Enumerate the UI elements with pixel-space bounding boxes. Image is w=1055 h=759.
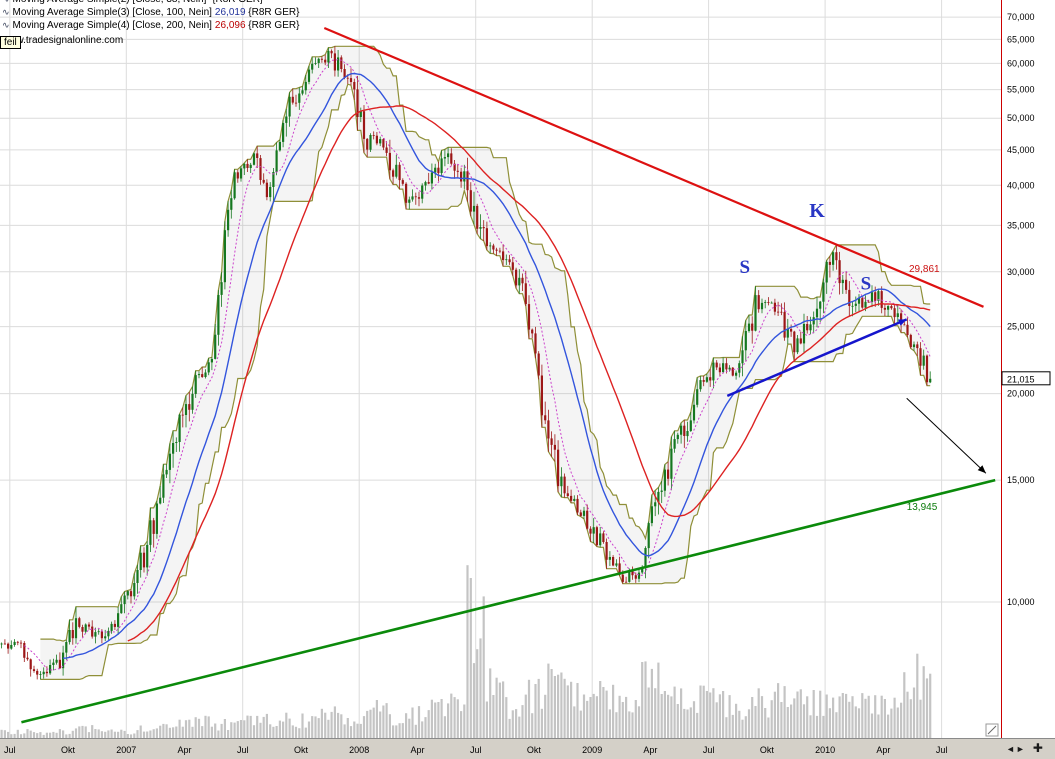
move-tool-icon[interactable]: ✚ [1032, 741, 1043, 755]
svg-text:10,000: 10,000 [1007, 597, 1035, 607]
svg-text:21,015: 21,015 [1007, 374, 1035, 384]
svg-text:65,000: 65,000 [1007, 34, 1035, 44]
ma-38-line [24, 58, 931, 671]
annotations: S K S 29,861 13,945 [740, 200, 941, 513]
svg-text:30,000: 30,000 [1007, 267, 1035, 277]
time-axis[interactable]: Jul Okt 2007 Apr Jul Okt 2008 Apr Jul Okt 2009 Apr J… [0, 738, 1055, 759]
legend-ma100-text: Moving Average Simple(3) [Close, 100, Ne… [12, 7, 212, 18]
svg-text:55,000: 55,000 [1007, 85, 1035, 95]
legend-ma200-text: Moving Average Simple(4) [Close, 200, Ne… [12, 20, 212, 31]
legend-ma200-symbol: {R8R GER} [245, 20, 300, 31]
candles-layer [0, 46, 932, 680]
ma-200-line [127, 105, 931, 642]
svg-text:Apr: Apr [177, 745, 191, 755]
svg-text:40,000: 40,000 [1007, 180, 1035, 190]
svg-text:Apr: Apr [643, 745, 657, 755]
svg-text:2010: 2010 [815, 745, 835, 755]
ma-100-line [63, 72, 931, 659]
scroll-right-icon[interactable]: ► [1015, 744, 1026, 754]
svg-text:60,000: 60,000 [1007, 58, 1035, 68]
tooltip-pfeil: feil [0, 36, 21, 49]
svg-text:35,000: 35,000 [1007, 220, 1035, 230]
svg-text:Jul: Jul [703, 745, 715, 755]
bottom-toolbar: ◄► ✚ [1006, 741, 1043, 755]
svg-text:K: K [809, 200, 825, 222]
legend-ma38-text: Moving Average Simple(2) [Close, 38, Nei… [13, 0, 207, 5]
svg-text:13,945: 13,945 [907, 502, 938, 513]
website-label[interactable]: www.tradesignalonline.com [2, 35, 124, 46]
svg-text:S: S [740, 257, 751, 278]
svg-text:15,000: 15,000 [1007, 475, 1035, 485]
svg-text:70,000: 70,000 [1007, 12, 1035, 22]
ma-line-icon: ∿ [2, 7, 10, 17]
svg-text:Jul: Jul [4, 745, 16, 755]
svg-text:Okt: Okt [527, 745, 542, 755]
svg-text:Jul: Jul [470, 745, 482, 755]
legend-ma100-symbol: {R8R GER} [245, 7, 300, 18]
last-price-badge: 21,015 [1001, 371, 1051, 386]
legend-ma200-value: 26,096 [214, 20, 246, 31]
svg-text:2009: 2009 [582, 745, 602, 755]
svg-text:S: S [861, 273, 872, 294]
volume-bars [0, 565, 932, 738]
resize-grip-icon[interactable] [985, 723, 999, 737]
svg-text:29,861: 29,861 [909, 264, 940, 275]
price-axis[interactable]: 10,000 15,000 20,000 25,000 30,000 35,000 40,0… [1001, 0, 1055, 739]
ma-line-icon: ∿ [2, 20, 10, 30]
neckline[interactable] [726, 318, 908, 398]
legend-row-ma38[interactable]: ∿Moving Average Simple(2) [Close, 38, Ne… [2, 0, 299, 6]
svg-text:Jul: Jul [237, 745, 249, 755]
ma-line-icon: ∿ [2, 0, 10, 4]
svg-text:50,000: 50,000 [1007, 113, 1035, 123]
scroll-left-icon[interactable]: ◄ [1006, 744, 1016, 754]
svg-text:25,000: 25,000 [1007, 322, 1035, 332]
svg-text:Apr: Apr [410, 745, 424, 755]
legend-ma100-value: 26,019 [214, 7, 246, 18]
resistance-line[interactable] [323, 26, 984, 308]
svg-text:Jul: Jul [936, 745, 948, 755]
legend-row-ma100[interactable]: ∿ Moving Average Simple(3) [Close, 100, N… [2, 6, 299, 19]
svg-text:20,000: 20,000 [1007, 389, 1035, 399]
support-line[interactable] [21, 478, 996, 724]
legend-row-ma200[interactable]: ∿ Moving Average Simple(4) [Close, 200, N… [2, 19, 299, 32]
gridlines [0, 0, 1001, 738]
svg-text:Okt: Okt [294, 745, 309, 755]
svg-text:Okt: Okt [760, 745, 775, 755]
svg-text:45,000: 45,000 [1007, 145, 1035, 155]
trendlines [21, 26, 996, 724]
legend-ma38-symbol: {R8R GER} [209, 0, 263, 5]
projection-arrow[interactable] [906, 397, 987, 474]
svg-text:Okt: Okt [61, 745, 76, 755]
svg-text:2008: 2008 [349, 745, 369, 755]
envelope-band [40, 45, 931, 680]
indicator-legend: ∿Moving Average Simple(2) [Close, 38, Ne… [2, 0, 299, 47]
svg-text:Apr: Apr [876, 745, 890, 755]
svg-text:2007: 2007 [116, 745, 136, 755]
